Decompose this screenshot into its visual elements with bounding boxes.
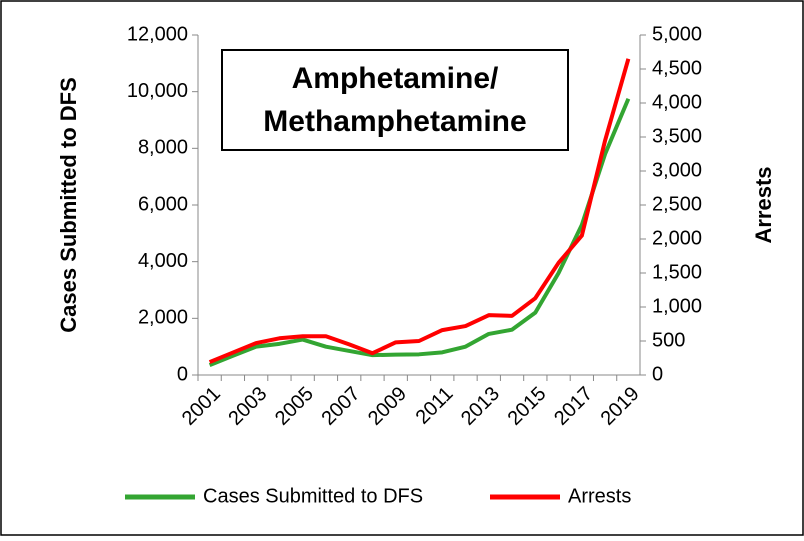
- y-tick-label: 4,000: [138, 250, 188, 272]
- y2-tick-label: 1,500: [652, 261, 702, 283]
- y-tick-label: 6,000: [138, 193, 188, 215]
- legend-label: Cases Submitted to DFS: [203, 485, 423, 507]
- y2-tick-label: 3,500: [652, 125, 702, 147]
- y2-tick-label: 2,500: [652, 193, 702, 215]
- series-line: [208, 97, 631, 367]
- y-tick-label: 0: [177, 363, 188, 385]
- y-tick-label: 10,000: [127, 80, 188, 102]
- title-box: [221, 49, 569, 151]
- y-tick-label: 2,000: [138, 307, 188, 329]
- y2-tick-label: 1,000: [652, 295, 702, 317]
- y2-tick-label: 500: [652, 329, 685, 351]
- y-axis-title: Cases Submitted to DFS: [56, 77, 81, 332]
- y2-axis-title: Arrests: [751, 166, 776, 243]
- y2-tick-label: 0: [652, 363, 663, 385]
- y2-tick-label: 2,000: [652, 227, 702, 249]
- y2-tick-label: 5,000: [652, 23, 702, 45]
- y2-tick-label: 4,000: [652, 91, 702, 113]
- y2-tick-label: 3,000: [652, 159, 702, 181]
- series-line: [208, 58, 631, 364]
- y-tick-label: 12,000: [127, 23, 188, 45]
- chart-title: Amphetamine/: [292, 62, 499, 95]
- chart-title: Methamphetamine: [263, 105, 526, 138]
- legend-label: Arrests: [568, 485, 631, 507]
- y-tick-label: 8,000: [138, 137, 188, 159]
- y2-tick-label: 4,500: [652, 57, 702, 79]
